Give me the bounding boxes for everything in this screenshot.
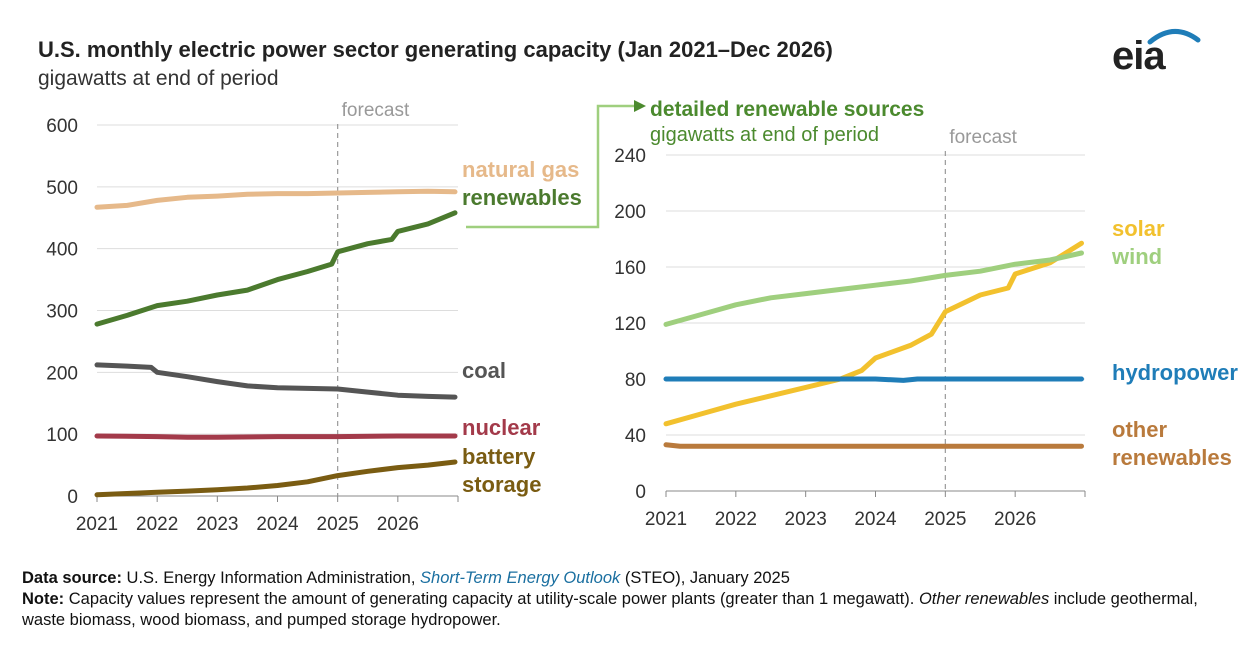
series-label-other-renewables: renewables xyxy=(1112,445,1232,470)
y-tick-label: 80 xyxy=(625,370,646,391)
y-tick-label: 40 xyxy=(625,426,646,447)
y-tick-label: 200 xyxy=(614,202,646,223)
series-line-solar xyxy=(663,240,1084,427)
x-tick-label: 2021 xyxy=(645,509,687,530)
x-tick-label: 2026 xyxy=(994,509,1036,530)
series-label-wind: wind xyxy=(1111,244,1162,269)
footer: Data source: U.S. Energy Information Adm… xyxy=(22,568,1242,631)
note-text: Capacity values represent the amount of … xyxy=(64,590,919,608)
series-label-hydropower: hydropower xyxy=(1112,360,1238,385)
x-tick-label: 2024 xyxy=(854,509,897,530)
chart-subtitle: gigawatts at end of period xyxy=(38,67,279,90)
note-line: Note: Capacity values represent the amou… xyxy=(22,589,1242,631)
eia-logo-arc-icon xyxy=(1147,29,1201,45)
y-tick-label: 300 xyxy=(46,302,78,323)
forecast-label: forecast xyxy=(949,127,1017,148)
x-tick-label: 2023 xyxy=(785,509,827,530)
x-tick-label: 2025 xyxy=(924,509,966,530)
series-label-renewables: renewables xyxy=(462,185,582,210)
series-label-coal: coal xyxy=(462,358,506,383)
x-tick-label: 2022 xyxy=(715,509,757,530)
series-line-hydropower xyxy=(663,376,1084,383)
x-tick-label: 2026 xyxy=(377,514,419,535)
y-tick-label: 600 xyxy=(46,116,78,137)
source-text-post: (STEO), January 2025 xyxy=(620,569,790,587)
note-text-2: include geothermal, waste biomass, wood … xyxy=(22,590,1198,629)
x-tick-label: 2022 xyxy=(136,514,178,535)
x-tick-label: 2025 xyxy=(317,514,359,535)
series-label-other-renewables: other xyxy=(1112,417,1167,442)
y-tick-label: 240 xyxy=(614,146,646,167)
y-tick-label: 200 xyxy=(46,363,78,384)
series-line-coal xyxy=(94,362,458,400)
x-tick-label: 2021 xyxy=(76,514,118,535)
y-tick-label: 0 xyxy=(635,482,646,503)
x-tick-label: 2023 xyxy=(196,514,238,535)
y-tick-label: 100 xyxy=(46,425,78,446)
y-tick-label: 0 xyxy=(67,487,78,508)
chart-title: U.S. monthly electric power sector gener… xyxy=(38,37,833,62)
forecast-label: forecast xyxy=(342,100,410,121)
series-line-renewables xyxy=(94,210,458,327)
y-tick-label: 120 xyxy=(614,314,646,335)
detail-chart-title: detailed renewable sources xyxy=(650,98,924,121)
series-label-nuclear: nuclear xyxy=(462,415,541,440)
connector-line xyxy=(466,104,636,229)
series-line-natural-gas xyxy=(94,188,458,210)
series-label-battery-storage: battery xyxy=(462,444,536,469)
series-label-battery-storage: storage xyxy=(462,472,541,497)
series-line-battery-storage xyxy=(94,459,458,498)
source-text: U.S. Energy Information Administration, xyxy=(121,569,421,587)
data-source-line: Data source: U.S. Energy Information Adm… xyxy=(22,568,1242,589)
series-line-nuclear xyxy=(94,433,458,440)
series-line-other-renewables xyxy=(663,442,1084,449)
source-label: Data source: xyxy=(22,569,122,587)
connector-arrow-icon xyxy=(634,100,646,112)
y-tick-label: 160 xyxy=(614,258,646,279)
detail-chart-subtitle: gigawatts at end of period xyxy=(650,124,879,146)
note-label: Note: xyxy=(22,590,65,608)
series-label-solar: solar xyxy=(1112,216,1165,241)
series-label-natural-gas: natural gas xyxy=(462,157,579,182)
eia-logo: eia xyxy=(1112,34,1166,78)
x-tick-label: 2024 xyxy=(256,514,299,535)
y-tick-label: 500 xyxy=(46,178,78,199)
note-other-renewables: Other renewables xyxy=(918,590,1050,608)
steo-link[interactable]: Short-Term Energy Outlook xyxy=(420,569,621,587)
series-line-wind xyxy=(663,250,1084,327)
y-tick-label: 400 xyxy=(46,240,78,261)
